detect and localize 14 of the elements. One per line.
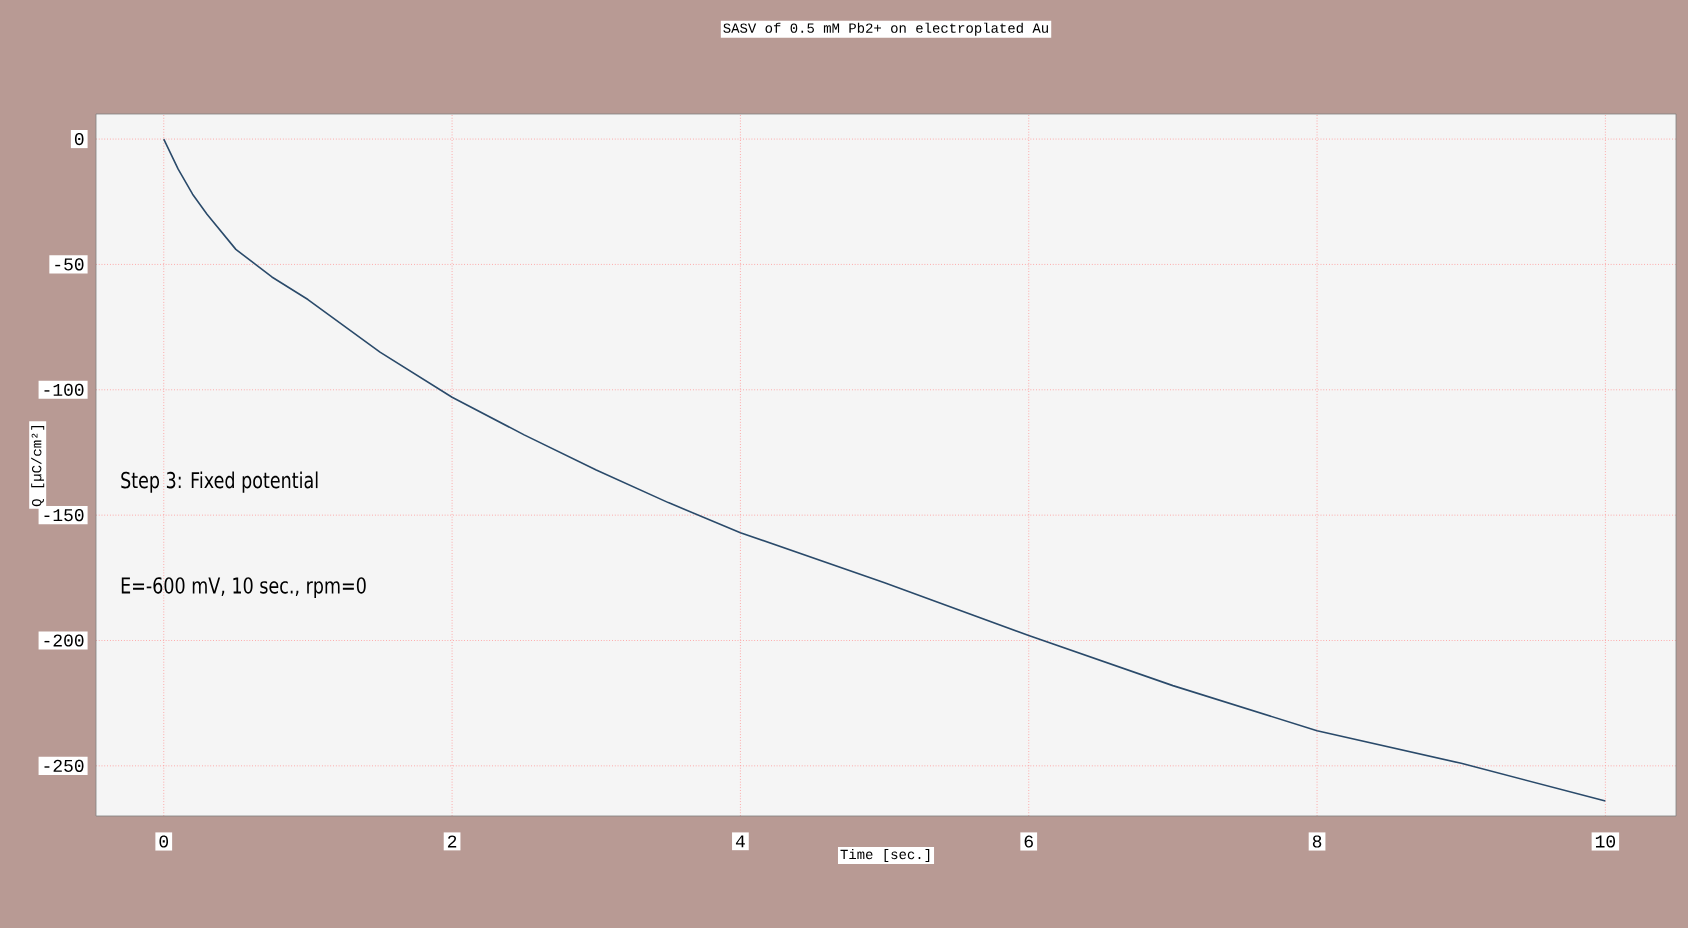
x-tick-label: 0 <box>159 835 169 848</box>
x-tick-label: 10 <box>1595 835 1616 848</box>
y-tick-label: -200 <box>44 634 84 647</box>
annotation: E=-600 mV, 10 sec., rpm=0 <box>121 577 366 598</box>
annotation: Step 3: Fixed potential <box>121 471 318 493</box>
y-tick-label: -100 <box>44 383 84 396</box>
y-tick-label: -250 <box>44 759 84 772</box>
x-tick-label: 8 <box>1312 835 1322 848</box>
y-tick-label: -150 <box>44 509 84 522</box>
y-tick-label: -50 <box>55 258 84 271</box>
x-tick-label: 6 <box>1024 835 1033 848</box>
x-tick-label: 2 <box>447 835 457 848</box>
y-tick-label: 0 <box>74 132 84 146</box>
x-tick-label: 4 <box>735 835 745 848</box>
